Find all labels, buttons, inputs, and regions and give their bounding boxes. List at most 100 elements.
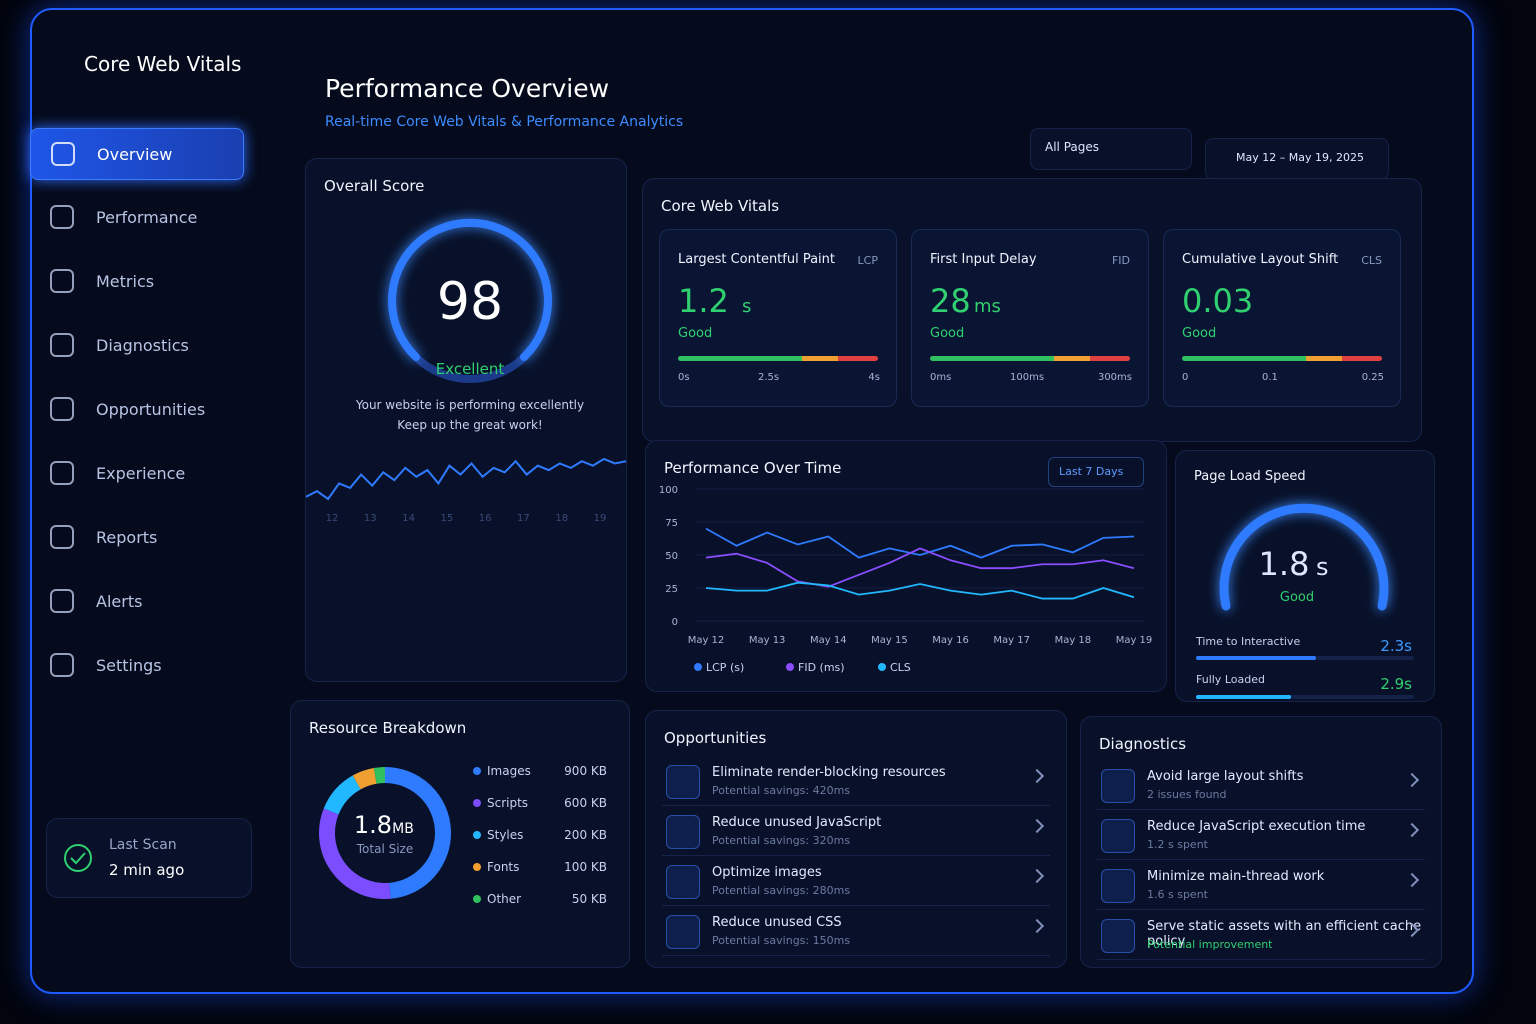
nav-icon xyxy=(50,525,74,549)
vital-value: 1.2 xyxy=(678,282,729,320)
list-row[interactable]: Eliminate render-blocking resources Poten… xyxy=(662,759,1050,806)
list-row[interactable]: Avoid large layout shifts 2 issues found xyxy=(1097,763,1425,810)
legend-value: 900 KB xyxy=(564,764,607,778)
date-filter-text: May 12 – May 19, 2025 xyxy=(1236,151,1364,164)
trend-line xyxy=(306,457,626,501)
x-tick-label: May 13 xyxy=(749,635,786,646)
trend-label: 16 xyxy=(479,513,492,524)
page-filter[interactable]: All Pages xyxy=(1030,128,1192,170)
legend-dot xyxy=(473,831,481,839)
vital-card: Cumulative Layout Shift CLS 0.03 Good 0 0.1 0.… xyxy=(1163,229,1401,407)
nav-label: Experience xyxy=(96,463,186,483)
vital-rating: Good xyxy=(1182,326,1217,341)
nav-label: Metrics xyxy=(96,271,155,291)
vital-unit: s xyxy=(742,296,752,317)
row-icon xyxy=(1101,919,1135,953)
metric-name: Fully Loaded xyxy=(1196,673,1265,686)
speed-gauge: 1.8 s Good Time to Interactive 2.3s Full… xyxy=(1195,503,1414,699)
x-tick-label: May 12 xyxy=(688,635,725,646)
resource-breakdown: Resource Breakdown 1.8 MB Total Size Ima… xyxy=(290,700,630,968)
speed-unit: s xyxy=(1316,553,1329,581)
chevron xyxy=(1029,918,1045,934)
chevron xyxy=(1029,868,1045,884)
page-subtitle: Real-time Core Web Vitals & Performance … xyxy=(325,114,684,130)
vital-scale: 0.1 xyxy=(1262,372,1278,383)
legend-dot xyxy=(473,895,481,903)
score-value: 98 xyxy=(437,272,503,332)
nav-label: Alerts xyxy=(96,591,143,611)
y-tick-label: 75 xyxy=(665,518,678,529)
nav-item[interactable]: Reports xyxy=(30,512,242,562)
last-scan: Last Scan 2 min ago xyxy=(46,818,252,898)
nav-label: Diagnostics xyxy=(96,335,189,355)
list-row[interactable]: Reduce JavaScript execution time 1.2 s sp… xyxy=(1097,813,1425,860)
row-detail: 1.2 s spent xyxy=(1147,838,1208,851)
nav-item[interactable]: Overview xyxy=(30,128,244,180)
vital-name: Cumulative Layout Shift xyxy=(1182,252,1339,267)
vital-bar xyxy=(1182,356,1382,361)
row-title: Reduce unused CSS xyxy=(712,915,842,930)
row-detail: 1.6 s spent xyxy=(1147,888,1208,901)
score-message: Keep up the great work! xyxy=(397,418,542,432)
list-row[interactable]: Minimize main-thread work 1.6 s spent xyxy=(1097,863,1425,910)
page-filter-text: All Pages xyxy=(1045,140,1099,154)
legend-label: Styles xyxy=(487,828,523,842)
panel-title: Performance Over Time xyxy=(664,459,842,477)
series-line xyxy=(705,547,1135,588)
trend-label: 13 xyxy=(364,513,377,524)
row-title: Eliminate render-blocking resources xyxy=(712,765,946,780)
nav-icon xyxy=(50,205,74,229)
row-title: Optimize images xyxy=(712,865,822,880)
list-row[interactable]: Reduce unused CSS Potential savings: 150m… xyxy=(662,909,1050,956)
legend-label: FID (ms) xyxy=(798,661,845,674)
legend-label: Images xyxy=(487,764,531,778)
list-row[interactable]: Optimize images Potential savings: 280ms xyxy=(662,859,1050,906)
x-tick-label: May 18 xyxy=(1055,635,1092,646)
vital-scale: 300ms xyxy=(1097,372,1132,383)
nav-item[interactable]: Diagnostics xyxy=(30,320,242,370)
x-tick-label: May 17 xyxy=(993,635,1030,646)
metric-value: 2.3s xyxy=(1380,637,1412,655)
vital-card: First Input Delay FID 28 ms Good 0ms 100ms 300m… xyxy=(911,229,1149,407)
nav-item[interactable]: Opportunities xyxy=(30,384,242,434)
row-detail: Potential savings: 280ms xyxy=(712,884,851,897)
nav-item[interactable]: Settings xyxy=(30,640,242,690)
range-dropdown[interactable]: Last 7 Days xyxy=(1048,457,1144,487)
nav-item[interactable]: Alerts xyxy=(30,576,242,626)
vital-scale: 0s xyxy=(678,372,690,383)
page-load-speed: Page Load Speed 1.8 s Good Time to Inter… xyxy=(1175,450,1435,702)
last-scan-label: Last Scan xyxy=(109,837,177,853)
overall-score: Overall Score 98 Excellent Your website … xyxy=(305,158,627,682)
line-chart: 0 25 50 75 100 May 12 May 13 May 14 May 15 May 16… xyxy=(659,485,1152,674)
donut-segment xyxy=(323,775,361,815)
legend-dot xyxy=(473,799,481,807)
nav-icon xyxy=(50,589,74,613)
row-icon xyxy=(666,765,700,799)
vital-abbr: LCP xyxy=(857,254,878,267)
nav-item[interactable]: Performance xyxy=(30,192,242,242)
y-tick-label: 0 xyxy=(672,617,678,628)
trend-label: 18 xyxy=(555,513,568,524)
score-gauge: 98 Excellent Your website is performing … xyxy=(306,218,626,524)
list-row[interactable]: Reduce unused JavaScript Potential saving… xyxy=(662,809,1050,856)
score-message: Your website is performing excellently xyxy=(355,398,584,412)
panel-title: Page Load Speed xyxy=(1194,469,1306,484)
score-rating: Excellent xyxy=(436,360,505,378)
list-row[interactable]: Serve static assets with an efficient ca… xyxy=(1097,913,1425,960)
x-tick-label: May 16 xyxy=(932,635,969,646)
donut-chart: 1.8 MB Total Size Images 900 KB Scripts 600… xyxy=(319,764,607,906)
nav-item[interactable]: Metrics xyxy=(30,256,242,306)
legend-value: 100 KB xyxy=(564,860,607,874)
opportunities: Opportunities Eliminate render-blocking … xyxy=(645,710,1067,968)
total-unit: MB xyxy=(392,821,414,837)
nav-icon xyxy=(50,269,74,293)
vital-scale: 0 xyxy=(1182,372,1189,383)
nav-item[interactable]: Experience xyxy=(30,448,242,498)
vital-name: First Input Delay xyxy=(930,252,1037,267)
core-web-vitals: Core Web Vitals Largest Contentful Paint… xyxy=(642,178,1422,442)
date-filter[interactable]: May 12 – May 19, 2025 xyxy=(1205,138,1389,180)
nav-icon xyxy=(50,461,74,485)
series-line xyxy=(705,581,1135,600)
vital-scale: 0ms xyxy=(930,372,952,383)
row-title: Reduce JavaScript execution time xyxy=(1147,819,1366,834)
